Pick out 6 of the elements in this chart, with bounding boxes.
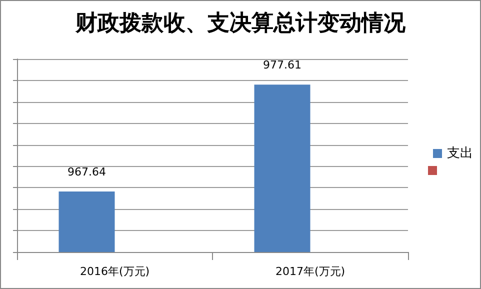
x-tick-label: 2016年(万元) (80, 265, 150, 278)
legend-label: 支出 (447, 146, 473, 161)
chart-title: 财政拨款收、支决算总计变动情况 (74, 10, 406, 36)
data-label: 967.64 (68, 166, 106, 179)
data-label: 977.61 (263, 58, 302, 72)
x-tick-label: 2017年(万元) (275, 265, 346, 278)
